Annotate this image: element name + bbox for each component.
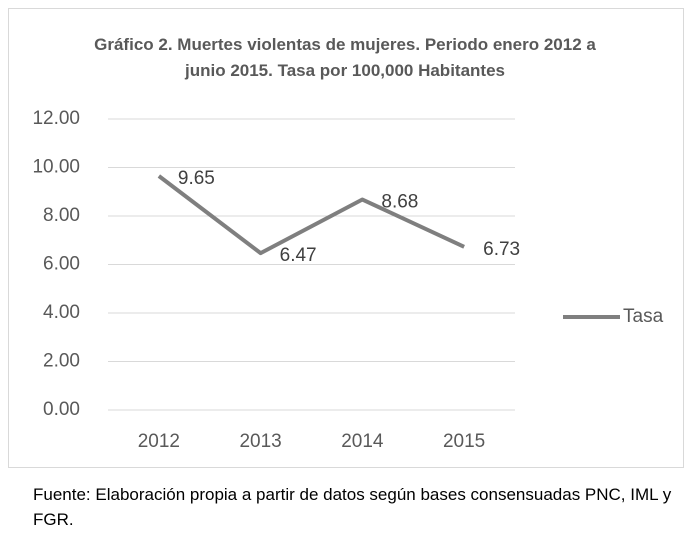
source-note: Fuente: Elaboración propia a partir de d…	[33, 485, 672, 529]
legend-label: Tasa	[623, 306, 664, 327]
data-label: 8.68	[381, 192, 418, 213]
data-label: 9.65	[178, 168, 215, 189]
y-tick-label: 6.00	[43, 254, 80, 275]
x-tick-label: 2012	[138, 431, 180, 452]
y-tick-label: 12.00	[32, 108, 80, 129]
x-tick-label: 2013	[239, 431, 281, 452]
series-line	[157, 174, 465, 256]
data-label: 6.73	[483, 239, 520, 260]
y-tick-label: 2.00	[43, 351, 80, 372]
x-tick-label: 2014	[341, 431, 384, 452]
y-tick-label: 10.00	[32, 157, 80, 178]
y-tick-label: 4.00	[43, 302, 80, 323]
x-tick-label: 2015	[443, 431, 485, 452]
y-tick-label: 8.00	[43, 205, 80, 226]
y-tick-label: 0.00	[43, 399, 80, 420]
chart-title: Gráfico 2. Muertes violentas de mujeres.…	[94, 35, 596, 80]
data-label: 6.47	[280, 245, 317, 266]
chart-frame	[8, 8, 684, 468]
